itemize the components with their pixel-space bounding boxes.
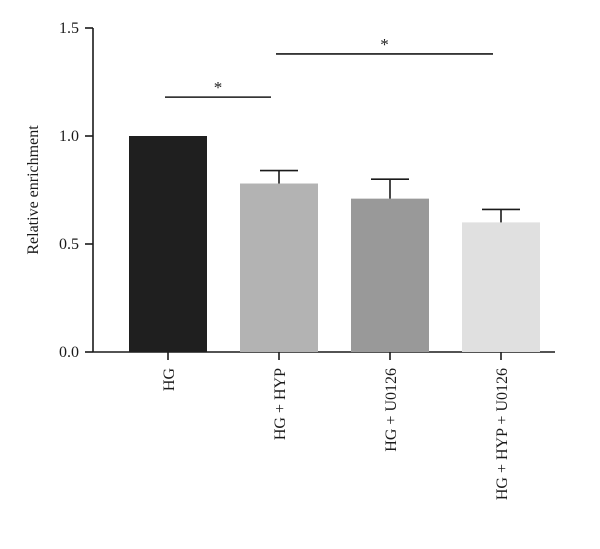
y-tick-label: 1.5: [59, 20, 79, 37]
x-tick-label: HG + HYP: [272, 368, 289, 440]
x-tick-label: HG: [161, 368, 178, 392]
y-tick-label: 0.5: [59, 236, 79, 253]
significance-annotations: **: [165, 35, 493, 98]
bar: [462, 222, 540, 352]
y-tick-label: 1.0: [59, 128, 79, 145]
significance-marker: *: [380, 35, 389, 54]
x-tick-label: HG + U0126: [383, 368, 400, 452]
axes: 0.0 0.5 1.0 1.5 HG HG + HYP HG + U0126 HG + HYP…: [59, 20, 555, 500]
bars: [129, 136, 540, 352]
bar: [129, 136, 207, 352]
error-bars: [260, 169, 520, 223]
x-tick-label: HG + HYP + U0126: [494, 368, 511, 500]
bar: [351, 198, 429, 352]
y-axis-label: Relative enrichment: [25, 125, 42, 255]
y-tick-label: 0.0: [59, 344, 79, 361]
significance-marker: *: [214, 78, 223, 97]
bar: [240, 183, 318, 352]
